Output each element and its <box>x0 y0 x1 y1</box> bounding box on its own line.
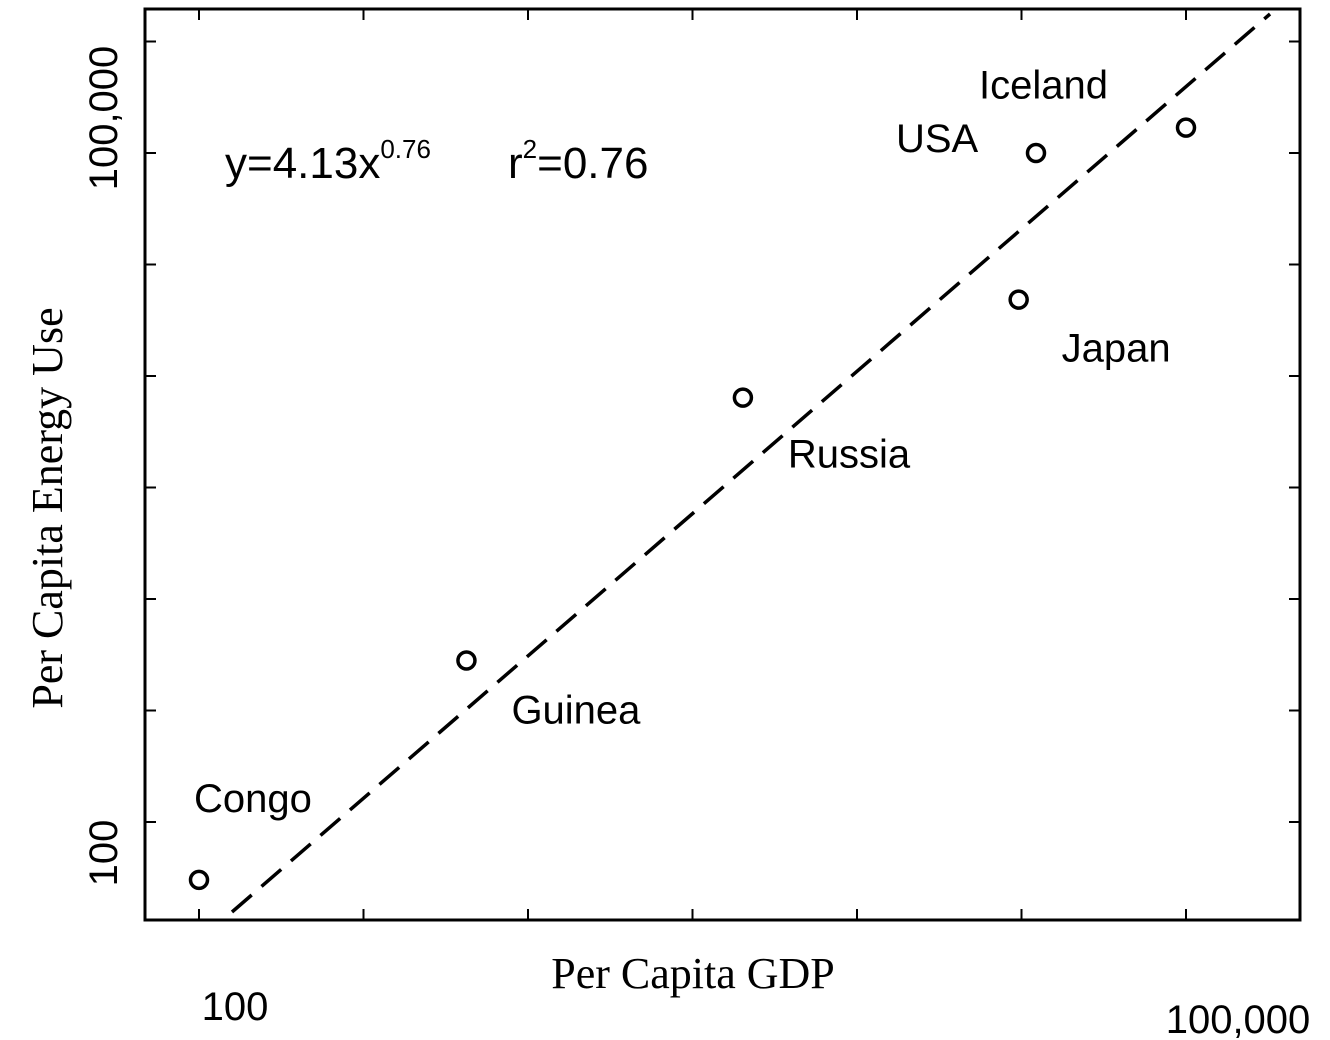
y-tick-label-min: 100 <box>82 820 126 887</box>
x-tick-label-min: 100 <box>202 985 269 1029</box>
axis-ticks <box>145 9 1300 920</box>
point-label-japan: Japan <box>1062 327 1171 371</box>
data-point-congo <box>188 869 210 891</box>
data-point-russia <box>732 387 754 408</box>
equation-label: y=4.13x0.76 <box>225 134 431 188</box>
data-point-guinea <box>456 650 477 671</box>
data-point-usa <box>1025 142 1047 164</box>
x-tick-label-max: 100,000 <box>1166 998 1311 1040</box>
data-point-iceland <box>1175 117 1197 138</box>
point-label-russia: Russia <box>788 433 911 477</box>
y-tick-label-max: 100,000 <box>82 46 126 191</box>
data-point-japan <box>1008 289 1029 310</box>
r-squared-label: r2=0.76 <box>508 134 648 188</box>
fit-line <box>230 12 1272 914</box>
point-label-congo: Congo <box>194 777 312 821</box>
data-points <box>188 117 1197 891</box>
plot-frame <box>143 7 1302 922</box>
point-label-guinea: Guinea <box>511 688 641 732</box>
y-axis-label: Per Capita Energy Use <box>23 307 72 708</box>
point-label-usa: USA <box>896 117 979 161</box>
point-label-iceland: Iceland <box>979 64 1108 108</box>
x-axis-label: Per Capita GDP <box>551 949 835 998</box>
